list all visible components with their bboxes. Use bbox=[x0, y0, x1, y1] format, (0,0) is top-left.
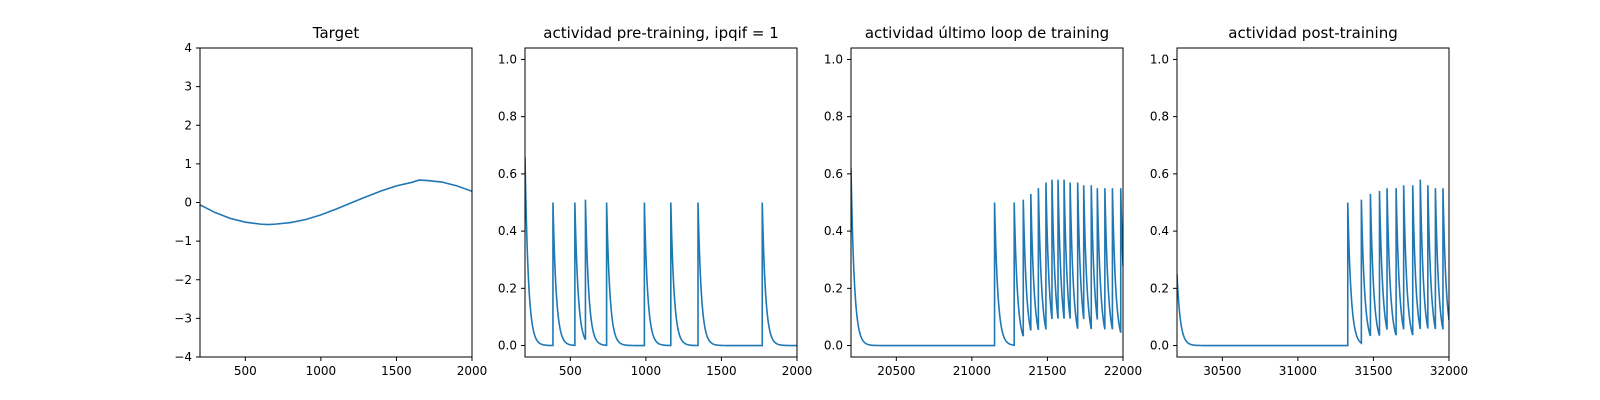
y-tick-label: −4 bbox=[174, 350, 192, 364]
y-tick-label: 0.4 bbox=[498, 224, 517, 238]
y-tick-label: 0.2 bbox=[824, 281, 843, 295]
x-tick-label: 20500 bbox=[877, 364, 915, 378]
y-tick-label: −1 bbox=[174, 234, 192, 248]
y-tick-label: 3 bbox=[184, 80, 192, 94]
panel-title: actividad pre-training, ipqif = 1 bbox=[543, 24, 779, 42]
x-tick-label: 1000 bbox=[631, 364, 662, 378]
axes-frame bbox=[1176, 47, 1450, 358]
y-tick-label: 1.0 bbox=[498, 52, 517, 66]
y-tick-label: 0.0 bbox=[824, 339, 843, 353]
series-line bbox=[1177, 179, 1449, 347]
y-tick-label: −2 bbox=[174, 273, 192, 287]
y-tick-label: 0.6 bbox=[1150, 167, 1169, 181]
axes-frame bbox=[524, 47, 798, 358]
panel-4: actividad post-training 30500 31000 31500 32… bbox=[1150, 24, 1468, 378]
x-tick-label: 21000 bbox=[953, 364, 991, 378]
panel-title: Target bbox=[312, 24, 360, 42]
y-tick-label: −3 bbox=[174, 311, 192, 325]
x-tick-label: 32000 bbox=[1430, 364, 1468, 378]
y-tick-label: 0.8 bbox=[498, 110, 517, 124]
x-tick-label: 500 bbox=[234, 364, 257, 378]
y-tick-label: 0.8 bbox=[1150, 110, 1169, 124]
y-tick-label: 4 bbox=[184, 41, 192, 55]
y-tick-label: 0 bbox=[184, 196, 192, 210]
y-tick-label: 0.0 bbox=[498, 339, 517, 353]
x-tick-label: 31000 bbox=[1279, 364, 1317, 378]
axes-frame bbox=[850, 47, 1124, 358]
x-tick-label: 30500 bbox=[1203, 364, 1241, 378]
series-line bbox=[200, 179, 472, 226]
y-tick-label: 0.4 bbox=[824, 224, 843, 238]
x-tick-label: 1000 bbox=[306, 364, 337, 378]
y-tick-label: 1.0 bbox=[1150, 52, 1169, 66]
x-tick-label: 31500 bbox=[1354, 364, 1392, 378]
x-tick-label: 1500 bbox=[706, 364, 737, 378]
panel-title: actividad último loop de training bbox=[865, 24, 1109, 42]
y-tick-label: 0.4 bbox=[1150, 224, 1169, 238]
panel-2: actividad pre-training, ipqif = 1 500 1000… bbox=[498, 24, 812, 378]
x-tick-label: 2000 bbox=[457, 364, 488, 378]
x-tick-label: 500 bbox=[559, 364, 582, 378]
y-tick-label: 2 bbox=[184, 118, 192, 132]
y-tick-label: 0.0 bbox=[1150, 339, 1169, 353]
y-tick-label: 0.8 bbox=[824, 110, 843, 124]
y-tick-label: 1 bbox=[184, 157, 192, 171]
panel-title: actividad post-training bbox=[1228, 24, 1397, 42]
x-tick-label: 2000 bbox=[782, 364, 813, 378]
y-tick-label: 0.2 bbox=[498, 281, 517, 295]
y-tick-label: 0.6 bbox=[498, 167, 517, 181]
x-tick-label: 21500 bbox=[1028, 364, 1066, 378]
x-tick-label: 22000 bbox=[1104, 364, 1142, 378]
y-tick-label: 0.6 bbox=[824, 167, 843, 181]
series-line bbox=[851, 168, 1123, 347]
y-tick-label: 1.0 bbox=[824, 52, 843, 66]
panel-3: actividad último loop de training 20500 21… bbox=[824, 24, 1142, 378]
series-line bbox=[525, 156, 797, 347]
panel-1: Target 500 1000 1500 2000 −4 −3 −2 −1 0 1 2 3 4 bbox=[174, 24, 487, 378]
x-tick-label: 1500 bbox=[381, 364, 412, 378]
y-tick-label: 0.2 bbox=[1150, 281, 1169, 295]
